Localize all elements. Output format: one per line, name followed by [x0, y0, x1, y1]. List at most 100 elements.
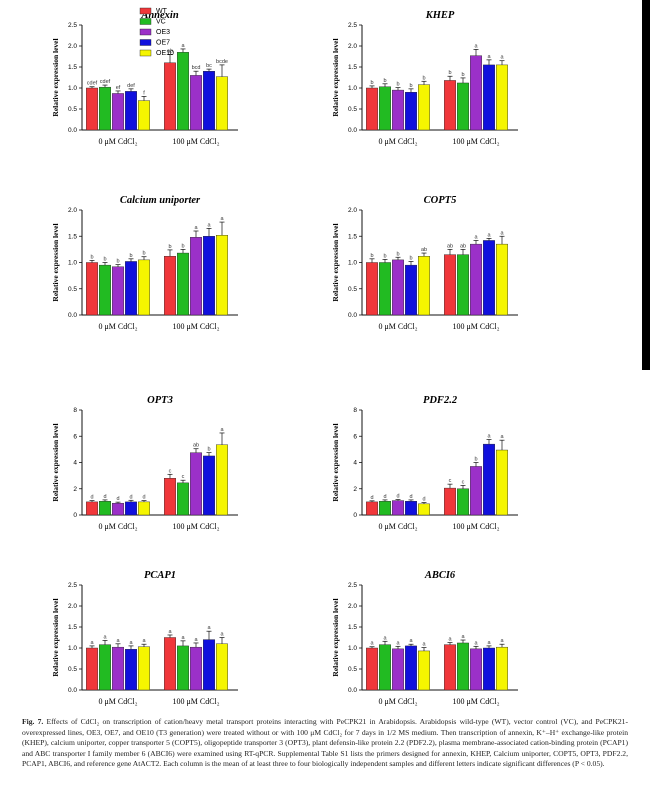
significance-letter: ab [167, 48, 173, 54]
y-tick-label: 0.0 [348, 127, 357, 134]
chart-title: OPT3 [147, 395, 173, 406]
bar [379, 644, 391, 691]
x-category-label: 0 μM CdCl₂ [98, 137, 137, 146]
significance-letter: a [103, 634, 107, 640]
bar [190, 646, 202, 691]
significance-letter: b [383, 78, 386, 84]
significance-letter: b [370, 80, 373, 86]
bar [496, 646, 508, 691]
significance-letter: a [129, 640, 133, 646]
chart-panel: Annexin Relative expression level 0.0 0.5 1.… [40, 0, 340, 175]
chart-panel: OPT3 Relative expression level 0 2 4 6 8 0 μM C… [40, 385, 340, 560]
significance-letter: a [220, 632, 224, 638]
bar [112, 646, 124, 691]
significance-letter: b [448, 70, 451, 76]
significance-letter: f [143, 90, 145, 96]
y-tick-label: 1.0 [348, 260, 357, 267]
significance-letter: b [474, 457, 477, 463]
bar [470, 466, 482, 516]
significance-letter: ab [447, 243, 453, 249]
bar [216, 444, 228, 516]
legend-label: OE10 [156, 50, 174, 57]
chart-title: ABCI6 [424, 570, 456, 581]
significance-letter: b [181, 243, 184, 249]
legend-swatch [139, 49, 152, 57]
y-tick-label: 2.5 [348, 582, 357, 589]
bar [99, 86, 111, 131]
y-axis-label: Relative expression level [331, 423, 340, 501]
bar [470, 55, 482, 131]
bar [405, 264, 417, 316]
y-tick-label: 8 [353, 407, 357, 414]
bar [418, 84, 430, 131]
significance-letter: a [500, 55, 504, 61]
y-tick-label: 0 [73, 512, 77, 519]
bar [112, 93, 124, 131]
bar [86, 501, 98, 516]
bar [457, 642, 469, 691]
significance-letter: d [383, 494, 386, 500]
y-tick-label: 1.5 [348, 64, 357, 71]
chart-panel: PCAP1 Relative expression level 0.0 0.5 1.0 1… [40, 560, 340, 735]
x-category-label: 0 μM CdCl₂ [378, 522, 417, 531]
y-tick-label: 1.0 [348, 85, 357, 92]
y-tick-label: 1.0 [68, 260, 77, 267]
bar [203, 455, 215, 516]
significance-letter: d [90, 495, 93, 501]
bar [112, 502, 124, 516]
legend-swatch [139, 28, 152, 36]
x-category-label: 100 μM CdCl₂ [452, 137, 499, 146]
significance-letter: a [116, 638, 120, 644]
y-axis-label: Relative expression level [331, 38, 340, 116]
bar [190, 75, 202, 131]
bar [379, 501, 391, 516]
chart-svg: COPT5 Relative expression level 0.0 0.5 1.0 1… [331, 195, 518, 331]
bar [99, 501, 111, 516]
significance-letter: def [127, 83, 135, 89]
y-tick-label: 8 [73, 407, 77, 414]
bar [483, 240, 495, 316]
bar [86, 87, 98, 131]
x-category-label: 100 μM CdCl₂ [172, 522, 219, 531]
bar [483, 647, 495, 691]
x-category-label: 0 μM CdCl₂ [98, 322, 137, 331]
significance-letter: b [409, 255, 412, 261]
significance-letter: d [142, 495, 145, 501]
chart-panel: ABCI6 Relative expression level 0.0 0.5 1.0 1… [320, 560, 620, 735]
bar [164, 62, 176, 131]
significance-letter: a [500, 434, 504, 440]
chart-svg: Calcium uniporter Relative expression lev… [51, 195, 238, 331]
bar [483, 443, 495, 516]
bar [190, 237, 202, 316]
y-tick-label: 1.5 [68, 64, 77, 71]
y-axis-label: Relative expression level [51, 598, 60, 676]
y-tick-label: 1.0 [68, 645, 77, 652]
legend-label: OE7 [156, 40, 170, 47]
significance-letter: d [370, 495, 373, 501]
bar [392, 259, 404, 316]
y-tick-label: 2.0 [348, 207, 357, 214]
significance-letter: d [396, 494, 399, 500]
significance-letter: a [194, 637, 198, 643]
significance-letter: b [116, 259, 119, 265]
significance-letter: a [487, 232, 491, 238]
bar [366, 262, 378, 316]
bar [190, 452, 202, 516]
bar [216, 235, 228, 316]
x-category-label: 0 μM CdCl₂ [98, 522, 137, 531]
x-category-label: 100 μM CdCl₂ [452, 322, 499, 331]
bar [177, 52, 189, 131]
y-tick-label: 1.5 [68, 233, 77, 240]
bar [125, 261, 137, 316]
y-tick-label: 2.0 [68, 603, 77, 610]
significance-letter: a [487, 434, 491, 440]
bar [457, 254, 469, 316]
bar [366, 87, 378, 131]
x-category-label: 100 μM CdCl₂ [452, 697, 499, 706]
bar [177, 252, 189, 316]
y-tick-label: 1.0 [68, 85, 77, 92]
legend-swatch [139, 39, 152, 46]
x-category-label: 0 μM CdCl₂ [378, 697, 417, 706]
significance-letter: a [474, 234, 478, 240]
